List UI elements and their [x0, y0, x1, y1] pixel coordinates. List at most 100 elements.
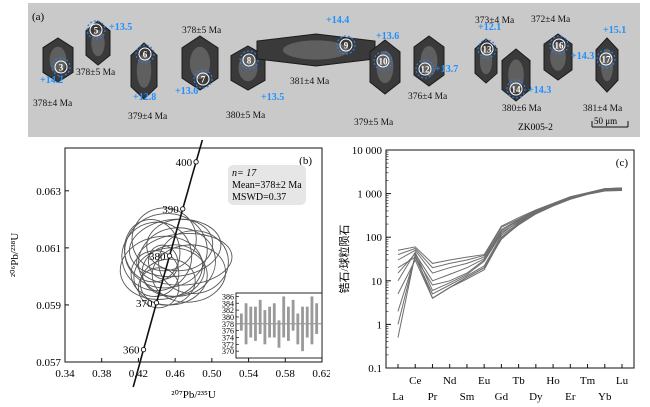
ree-series-line — [397, 188, 623, 286]
zircon-grain: 9 +14.4 381±4 Ma — [256, 15, 376, 87]
x-tick-label: Eu — [478, 375, 491, 387]
inset-y-tick-label: 376 — [222, 327, 234, 336]
spot-number-ring — [509, 82, 523, 96]
age-label: 373±4 Ma — [475, 16, 515, 26]
spot-number: 3 — [59, 63, 64, 73]
inset-y-tick-label: 378 — [222, 320, 234, 329]
error-ellipse — [130, 250, 180, 297]
x-tick-label: La — [392, 391, 404, 403]
spot-number: 16 — [555, 41, 565, 51]
y-tick-label: 10 000 — [352, 145, 383, 157]
x-tick-label: Ho — [546, 375, 560, 387]
zircon-core — [420, 46, 438, 76]
concordia-age-label: 380 — [149, 251, 166, 263]
stats-mean: Mean=378±2 Ma — [232, 180, 302, 191]
age-label: 376±4 Ma — [408, 92, 448, 102]
spot-number: 7 — [201, 75, 206, 85]
spot-number: 5 — [94, 26, 99, 36]
error-ellipse — [121, 221, 193, 292]
age-label: 380±5 Ma — [226, 111, 266, 121]
analysis-spot-circle — [477, 39, 497, 59]
ree-series-line — [397, 188, 623, 338]
spot-number: 10 — [379, 57, 389, 67]
error-ellipse — [128, 218, 222, 278]
y-axis-label: 锆石/球粒陨石 — [337, 224, 351, 293]
epsilon-hf-label: +13.7 — [435, 64, 458, 75]
ree-series-line — [397, 189, 623, 312]
epsilon-hf-label: +12.1 — [478, 22, 501, 33]
x-tick-label: Tm — [580, 375, 596, 387]
analysis-spot-circle — [596, 49, 616, 69]
x-tick-label: 0.54 — [239, 368, 259, 380]
analysis-spot-circle — [239, 50, 259, 70]
spot-number: 12 — [421, 65, 431, 75]
zircon-grain: 5 +13.5 378±5 Ma — [76, 20, 132, 78]
error-ellipse — [133, 247, 208, 306]
zircon-core — [136, 54, 152, 88]
spot-number-ring — [599, 52, 613, 66]
y-tick-label: 0.061 — [36, 243, 61, 255]
ree-pattern-chart: (c) 0.1 1 10 100 1 000 10 000 锆石/球粒陨石 Ce Nd Eu Tb Ho… — [337, 145, 635, 403]
zircon-core — [189, 46, 211, 80]
x-tick-label: Sm — [460, 391, 475, 403]
analysis-spot-circle — [135, 44, 155, 64]
epsilon-hf-label: +13.5 — [261, 92, 284, 103]
stats-mswd: MSWD=0.37 — [232, 192, 286, 203]
error-ellipse — [151, 244, 226, 303]
age-label: 379±4 Ma — [128, 112, 168, 122]
x-tick-label: Gd — [495, 391, 509, 403]
inset-y-tick-label: 386 — [222, 292, 234, 301]
zircon-grain: 3 +14.2 378±4 Ma — [33, 37, 74, 109]
analysis-spot-circle — [373, 51, 393, 71]
concordia-age-marker — [166, 253, 173, 259]
inset-y-tick-label: 374 — [222, 333, 234, 342]
zircon-grain: 10 +13.6 379±5 Ma — [354, 31, 401, 128]
inset-y-tick-label: 382 — [222, 306, 234, 315]
inset-y-tick-label: 380 — [222, 313, 234, 322]
epsilon-hf-label: +14.3 — [528, 85, 551, 96]
x-axis-label: ²⁰⁷Pb/²³⁵U — [171, 389, 216, 401]
y-tick-label: 0.057 — [36, 357, 61, 369]
x-tick-label: Lu — [616, 375, 629, 387]
error-ellipse — [119, 235, 203, 300]
inset-age-bar — [277, 320, 281, 348]
y-tick-label: 1 000 — [357, 189, 382, 201]
spot-number-ring — [242, 53, 256, 67]
zircon-grain: 14 +14.3 380±6 Ma — [501, 48, 551, 114]
x-tick-label: Pr — [428, 391, 438, 403]
y-tick-label: 0.1 — [368, 363, 382, 375]
concordia-age-label: 370 — [136, 298, 153, 310]
spot-number-ring — [552, 38, 566, 52]
epsilon-hf-label: +12.8 — [133, 92, 156, 103]
inset-age-bar — [301, 306, 304, 352]
concordia-age-label: 390 — [162, 204, 179, 216]
epsilon-hf-label: +15.1 — [603, 25, 626, 36]
inset-age-bar — [239, 313, 243, 331]
age-label: 379±5 Ma — [354, 118, 394, 128]
x-tick-label: Ce — [409, 375, 421, 387]
stats-n: n= 17 — [232, 168, 257, 179]
y-tick-label: 1 — [377, 319, 383, 331]
x-tick-label: 0.34 — [55, 368, 75, 380]
inset-age-bar — [244, 303, 248, 345]
zircon-grain: 7+13.6 378±5 Ma — [175, 26, 222, 97]
inset-age-bar — [258, 299, 262, 335]
analysis-spot-circle — [415, 59, 435, 79]
concordia-age-marker — [140, 346, 147, 353]
analysis-spot-circle — [193, 69, 213, 89]
x-tick-label: 0.62 — [312, 368, 330, 380]
y-tick-label: 100 — [366, 232, 383, 244]
plot-frame — [385, 149, 635, 369]
zircon-core — [49, 46, 67, 74]
x-tick-label: Er — [565, 391, 576, 403]
inset-age-bar — [254, 306, 257, 341]
inset-age-bar — [268, 306, 271, 338]
age-label: 372±4 Ma — [531, 15, 571, 25]
x-tick-label: Yb — [598, 391, 612, 403]
x-tick-label: Dy — [529, 391, 543, 403]
spot-number: 13 — [483, 45, 493, 55]
inset-age-bar — [315, 303, 319, 335]
zircon-grain: 17 +15.1 381±4 Ma — [583, 25, 626, 114]
y-tick-label: 0.059 — [36, 300, 61, 312]
